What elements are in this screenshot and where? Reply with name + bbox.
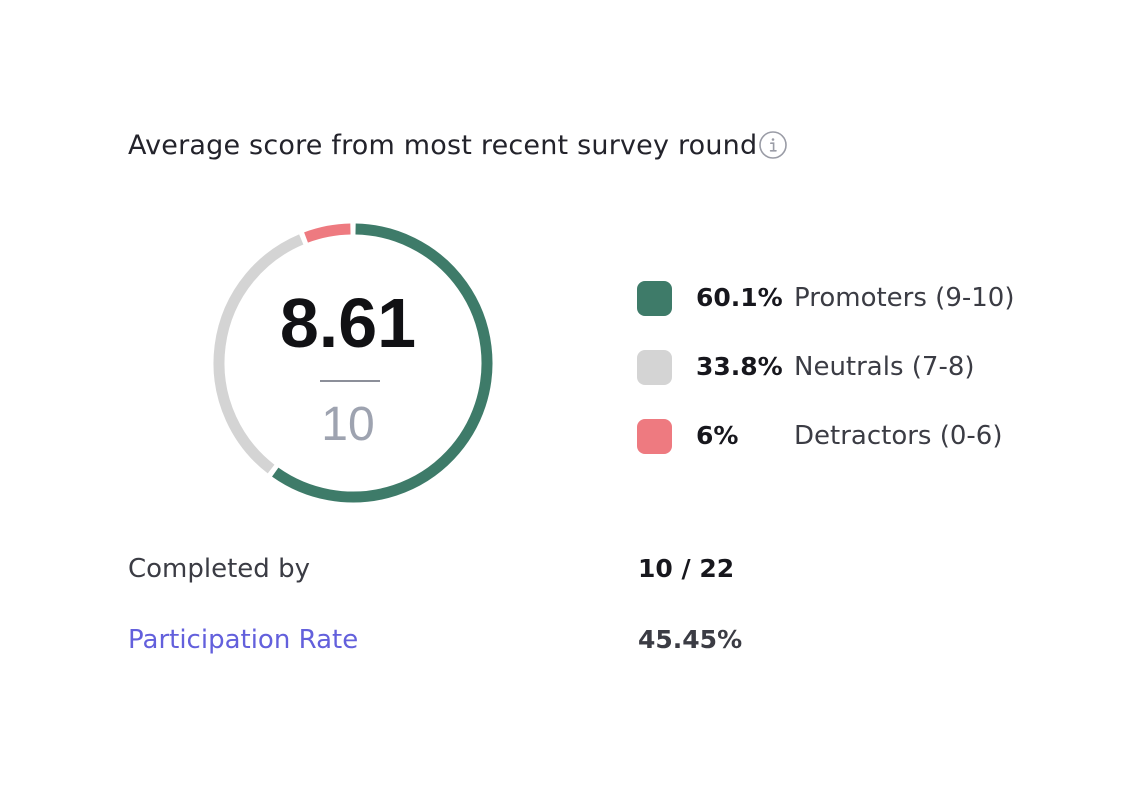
completed-by-value: 10 / 22: [638, 554, 735, 583]
legend-label-neutrals: Neutrals (7-8): [794, 352, 975, 382]
legend-label-promoters: Promoters (9-10): [794, 283, 1015, 313]
legend-swatch-promoters: [637, 281, 672, 316]
participation-rate-link[interactable]: Participation Rate: [128, 625, 359, 655]
score-divider: [320, 380, 380, 382]
legend-percent-detractors: 6%: [696, 421, 739, 450]
participation-rate-value: 45.45%: [638, 625, 743, 654]
legend-item-promoters: 60.1% Promoters (9-10): [637, 279, 1057, 316]
score-max: 10: [321, 398, 375, 451]
donut-segment-detractors: [304, 223, 351, 243]
legend-swatch-detractors: [637, 419, 672, 454]
donut-segment-neutrals: [213, 234, 304, 474]
completed-by-label: Completed by: [128, 554, 310, 584]
legend-percent-neutrals: 33.8%: [696, 352, 783, 381]
legend-item-neutrals: 33.8% Neutrals (7-8): [637, 348, 1057, 385]
legend-item-detractors: 6% Detractors (0-6): [637, 417, 1057, 454]
score-donut-chart: [213, 223, 493, 503]
donut-segment-promoters: [272, 223, 493, 503]
average-score: 8.61: [279, 284, 417, 362]
legend-label-detractors: Detractors (0-6): [794, 421, 1003, 451]
info-icon[interactable]: [757, 129, 789, 161]
legend-swatch-neutrals: [637, 350, 672, 385]
legend-percent-promoters: 60.1%: [696, 283, 783, 312]
card-title: Average score from most recent survey ro…: [128, 130, 758, 161]
